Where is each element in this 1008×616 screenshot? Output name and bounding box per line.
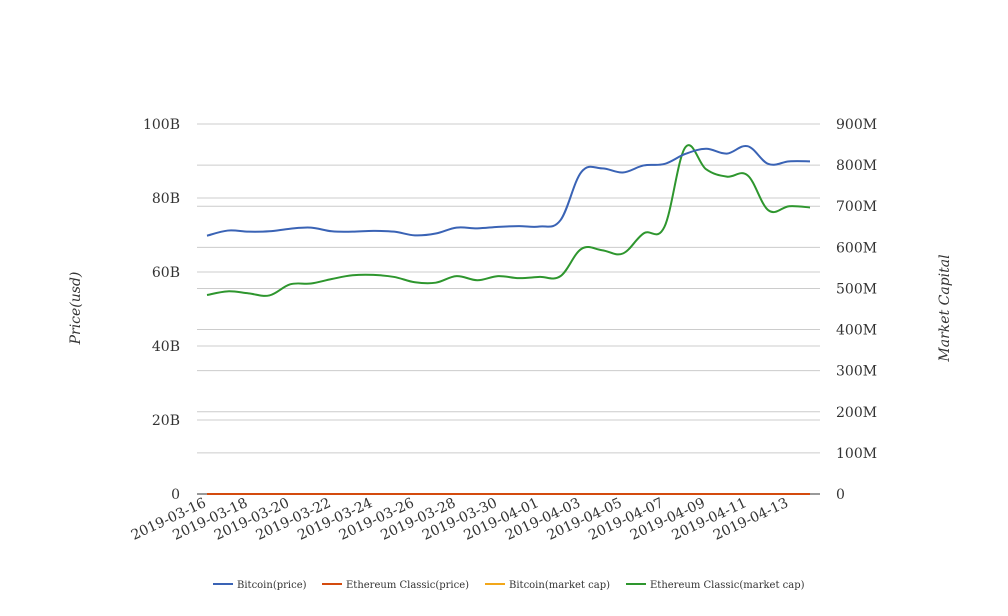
y-right-tick-label: 200M: [836, 405, 877, 421]
legend: Bitcoin(price) Ethereum Classic(price) Bit…: [213, 580, 805, 591]
y-right-tick-label: 0: [836, 487, 845, 503]
y-left-axis: 0 20B 40B 60B 80B 100B: [143, 117, 180, 503]
y-left-tick-label: 100B: [143, 117, 180, 133]
y-left-tick-label: 80B: [152, 191, 180, 207]
legend-label-bitcoin-price: Bitcoin(price): [237, 580, 307, 591]
series-line-bitcoin-price: [206, 144, 811, 237]
legend-label-ethereum-classic-market-cap: Ethereum Classic(market cap): [650, 580, 805, 591]
series-line-ethereum-classic-market-cap: [206, 144, 811, 297]
grid: [197, 123, 820, 454]
y-right-tick-label: 600M: [836, 240, 877, 256]
y-left-tick-label: 60B: [152, 265, 180, 281]
y-right-tick-label: 500M: [836, 281, 877, 297]
x-axis: 2019-03-162019-03-182019-03-202019-03-22…: [129, 495, 791, 544]
y-right-axis: 0 100M 200M 300M 400M 500M 600M 700M 800M 900M: [836, 117, 877, 503]
y-right-axis-title: Market Capital: [937, 254, 953, 362]
y-left-tick-label: 0: [171, 487, 180, 503]
y-left-tick-label: 20B: [152, 413, 180, 429]
y-right-tick-label: 300M: [836, 364, 877, 380]
y-right-tick-label: 700M: [836, 199, 877, 215]
series-group: [206, 144, 811, 495]
legend-label-bitcoin-market-cap: Bitcoin(market cap): [509, 580, 610, 591]
y-left-tick-label: 40B: [152, 339, 180, 355]
y-right-tick-label: 400M: [836, 323, 877, 339]
y-right-tick-label: 800M: [836, 158, 877, 174]
y-right-tick-label: 100M: [836, 446, 877, 462]
legend-label-ethereum-classic-price: Ethereum Classic(price): [346, 580, 469, 591]
y-left-axis-title: Price(usd): [68, 272, 84, 346]
y-right-tick-label: 900M: [836, 117, 877, 133]
